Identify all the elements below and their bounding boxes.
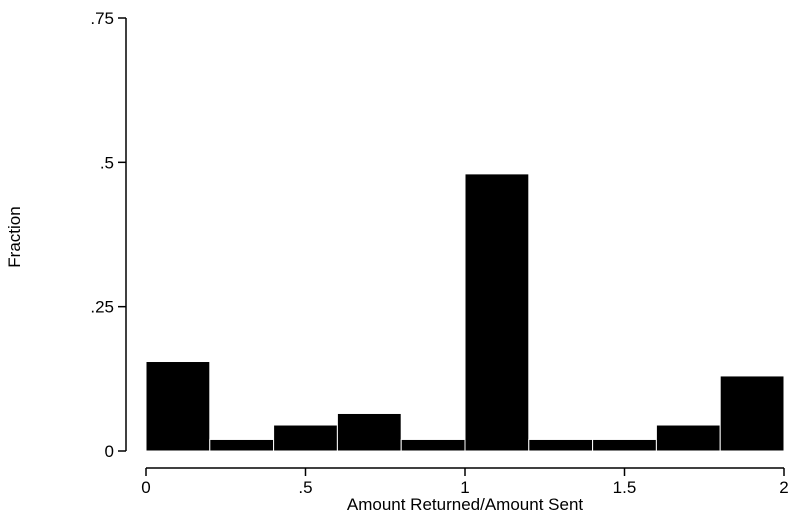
histogram-bar <box>209 438 275 452</box>
x-tick-label: 2 <box>779 478 788 497</box>
x-tick-label: .5 <box>298 478 312 497</box>
bars-layer <box>145 173 785 452</box>
x-tick-label: 1 <box>460 478 469 497</box>
x-tick-label: 1.5 <box>613 478 637 497</box>
histogram-bar <box>464 173 530 452</box>
histogram-bar <box>719 375 785 452</box>
histogram-bar <box>592 438 657 452</box>
histogram-bar <box>273 424 338 452</box>
y-tick-label: .75 <box>90 9 114 28</box>
x-tick-label: 0 <box>141 478 150 497</box>
axes-layer: 0 .25 .5 .75 0 .5 1 1.5 2 <box>90 9 788 497</box>
y-tick-label: .5 <box>100 153 114 172</box>
histogram-bar <box>528 438 594 452</box>
y-axis-label: Fraction <box>5 206 24 267</box>
histogram-bar <box>145 361 211 452</box>
x-axis-label: Amount Returned/Amount Sent <box>347 495 584 514</box>
histogram-bar <box>655 424 721 452</box>
histogram-bar <box>400 438 466 452</box>
histogram-bar <box>336 412 402 452</box>
y-tick-label: 0 <box>105 442 114 461</box>
y-tick-label: .25 <box>90 298 114 317</box>
